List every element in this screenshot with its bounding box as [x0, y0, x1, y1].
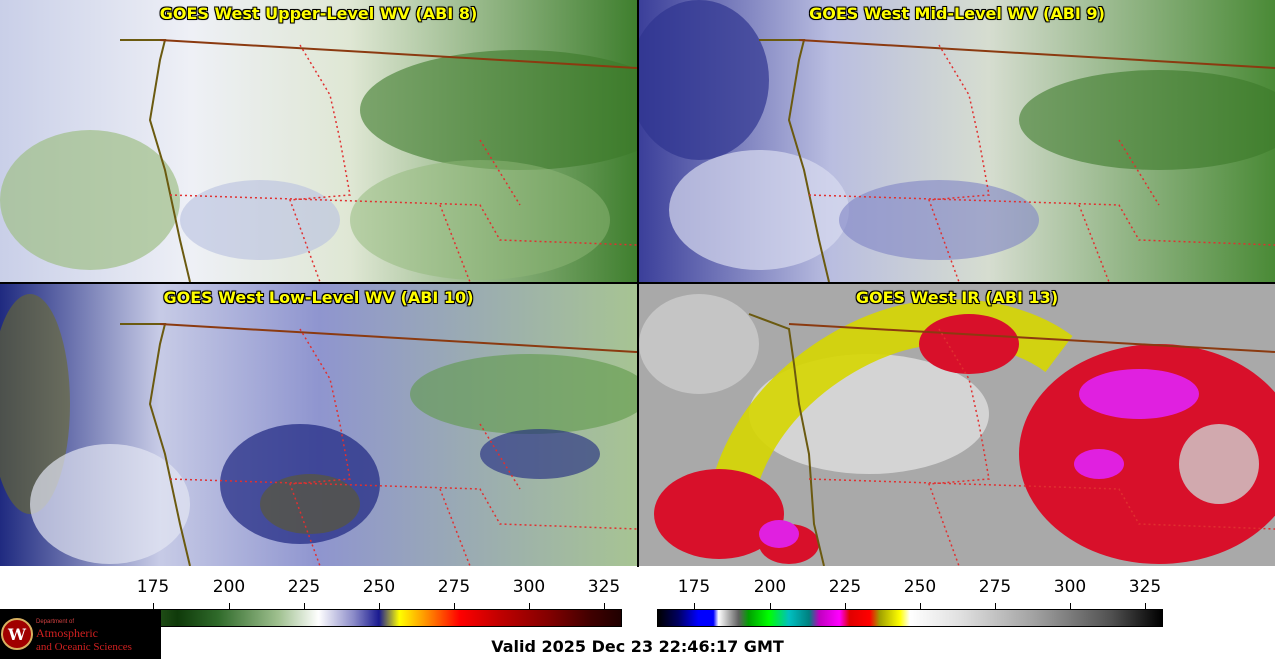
ir-colorbar-gradient	[657, 609, 1163, 627]
ir-tick-mark	[1145, 603, 1146, 609]
wv-colorbar-gradient	[116, 609, 622, 627]
ir-panel: GOES West IR (ABI 13)	[639, 284, 1275, 566]
ir-tick-mark	[1070, 603, 1071, 609]
ir-tick-label: 225	[828, 577, 862, 597]
ir-tick-mark	[770, 603, 771, 609]
ir-tick-label: 300	[1053, 577, 1087, 597]
logo-line3: and Oceanic Sciences	[36, 641, 132, 653]
seal-letter: W	[7, 625, 27, 644]
wv-tick-mark	[153, 603, 154, 609]
ir-tick-label: 325	[1128, 577, 1162, 597]
wv-tick-mark	[304, 603, 305, 609]
ir-tick-mark	[845, 603, 846, 609]
wv-tick-label: 225	[287, 577, 321, 597]
ir-tick-label: 250	[903, 577, 937, 597]
ir-tick-label: 275	[978, 577, 1012, 597]
logo-line2: Atmospheric	[36, 626, 98, 640]
uw-seal-icon: W Department of Atmospheric and Oceanic …	[1, 618, 132, 653]
ir-tick-mark	[920, 603, 921, 609]
valid-time: Valid 2025 Dec 23 22:46:17 GMT	[491, 637, 784, 656]
mid-level-wv-panel: GOES West Mid-Level WV (ABI 9)	[639, 0, 1275, 282]
panel-title: GOES West Low-Level WV (ABI 10)	[163, 288, 474, 307]
upper-level-wv-panel: GOES West Upper-Level WV (ABI 8)	[0, 0, 637, 282]
wv-tick-label: 300	[512, 577, 546, 597]
low-level-wv-image	[0, 284, 637, 566]
wv-tick-mark	[604, 603, 605, 609]
panel-title: GOES West Upper-Level WV (ABI 8)	[159, 4, 478, 23]
wv-tick-label: 325	[587, 577, 621, 597]
panel-title: GOES West IR (ABI 13)	[855, 288, 1059, 307]
ir-tick-mark	[995, 603, 996, 609]
wv-tick-mark	[454, 603, 455, 609]
ir-tick-mark	[694, 603, 695, 609]
ir-tick-label: 200	[753, 577, 787, 597]
wv-tick-mark	[229, 603, 230, 609]
panel-divider-horizontal	[0, 282, 1275, 284]
wv-tick-mark	[379, 603, 380, 609]
wv-tick-label: 200	[212, 577, 246, 597]
wv-tick-label: 275	[437, 577, 471, 597]
ir-image	[639, 284, 1275, 566]
wv-tick-label: 175	[136, 577, 170, 597]
upper-level-wv-image	[0, 0, 637, 282]
ir-tick-label: 175	[677, 577, 711, 597]
low-level-wv-panel: GOES West Low-Level WV (ABI 10)	[0, 284, 637, 566]
panel-title: GOES West Mid-Level WV (ABI 9)	[809, 4, 1105, 23]
mid-level-wv-image	[639, 0, 1275, 282]
aos-logo: W Department of Atmospheric and Oceanic …	[0, 609, 161, 659]
wv-tick-label: 250	[362, 577, 396, 597]
logo-line1: Department of	[36, 619, 74, 625]
wv-tick-mark	[529, 603, 530, 609]
